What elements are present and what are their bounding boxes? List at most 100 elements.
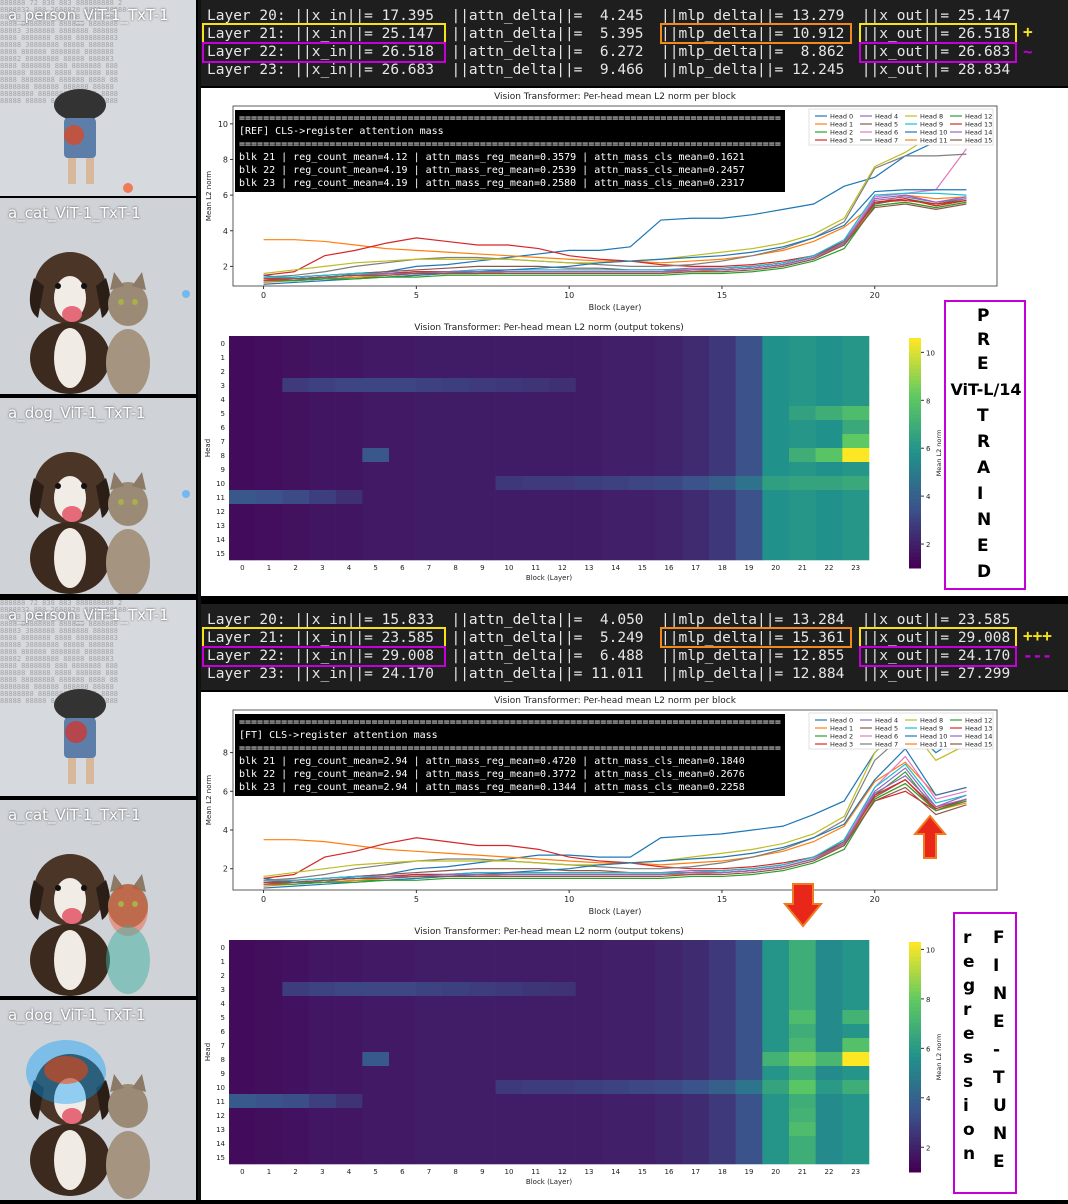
heatmap-cell bbox=[389, 336, 416, 351]
heatmap-cell bbox=[549, 1150, 576, 1165]
label-letter: T bbox=[993, 1068, 1005, 1088]
heatmap-cell bbox=[415, 378, 443, 393]
x-tick-label: 1 bbox=[267, 1168, 271, 1176]
heatmap-cell bbox=[762, 968, 790, 983]
heatmap-cell bbox=[495, 406, 523, 421]
heatmap-cell bbox=[469, 406, 496, 421]
heatmap-cell bbox=[842, 996, 870, 1011]
heatmap-cell bbox=[522, 546, 550, 561]
heatmap-cell bbox=[282, 1080, 310, 1095]
heatmap-cell bbox=[255, 378, 283, 393]
heatmap-cell bbox=[682, 968, 710, 983]
dog-cat-image bbox=[0, 1000, 196, 1200]
colorbar-step bbox=[909, 560, 921, 565]
heatmap-cell bbox=[229, 336, 256, 351]
heatmap-cell bbox=[335, 392, 363, 407]
label-letter: i bbox=[963, 1096, 969, 1116]
heatmap-cell bbox=[709, 1010, 736, 1025]
heatmap-cell bbox=[629, 1094, 656, 1109]
heatmap-cell bbox=[442, 940, 470, 955]
heatmap-cell bbox=[309, 1094, 336, 1109]
heatmap-cell bbox=[309, 954, 336, 969]
heatmap-cell bbox=[629, 1136, 656, 1151]
heatmap-cell bbox=[309, 392, 336, 407]
heatmap-cell bbox=[709, 350, 736, 365]
heatmap-cell bbox=[602, 406, 630, 421]
heatmap-cell bbox=[655, 1080, 683, 1095]
y-tick-label: 6 bbox=[223, 191, 228, 200]
heatmap-cell bbox=[682, 378, 710, 393]
colorbar-step bbox=[909, 495, 921, 500]
heatmap-cell bbox=[789, 1038, 816, 1053]
heatmap-cell bbox=[282, 504, 310, 519]
x-tick-label: 0 bbox=[261, 291, 266, 300]
heatmap-cell bbox=[682, 1066, 710, 1081]
y-tick-label: 8 bbox=[223, 155, 228, 164]
heatmap-cell bbox=[282, 518, 310, 533]
heatmap-cell bbox=[575, 1010, 603, 1025]
y-tick-label: 13 bbox=[216, 1126, 225, 1134]
heatmap-cell bbox=[415, 434, 443, 449]
heatmap-cell bbox=[255, 434, 283, 449]
heatmap-cell bbox=[575, 954, 603, 969]
heatmap-cell bbox=[335, 336, 363, 351]
heatmap-cell bbox=[602, 350, 630, 365]
colorbar-step bbox=[909, 1141, 921, 1146]
heatmap-cell bbox=[762, 350, 790, 365]
heatmap-cell bbox=[335, 504, 363, 519]
ref-sep: ========================================… bbox=[239, 139, 781, 150]
heatmap-cell bbox=[469, 350, 496, 365]
colorbar-step bbox=[909, 968, 921, 974]
heatmap-cell bbox=[602, 490, 630, 505]
heatmap-cell bbox=[709, 968, 736, 983]
heatmap-cell bbox=[735, 336, 763, 351]
colorbar-step bbox=[909, 537, 921, 542]
heatmap-cell bbox=[789, 1052, 816, 1067]
heatmap-cell bbox=[682, 350, 710, 365]
heatmap-cell bbox=[682, 518, 710, 533]
heatmap-cell bbox=[469, 1010, 496, 1025]
y-tick-label: 15 bbox=[216, 1154, 225, 1162]
heatmap-cell bbox=[655, 476, 683, 491]
heatmap-cell bbox=[549, 1080, 576, 1095]
heatmap-cell bbox=[815, 336, 843, 351]
heatmap-cell bbox=[842, 490, 870, 505]
heatmap-cell bbox=[655, 392, 683, 407]
label-letter: o bbox=[963, 1120, 975, 1140]
heatmap-cell bbox=[842, 1108, 870, 1123]
heatmap-cell bbox=[255, 982, 283, 997]
heatmap-cell bbox=[842, 392, 870, 407]
colorbar-step bbox=[909, 395, 921, 400]
heatmap-cell bbox=[549, 490, 576, 505]
terminal-finetuned: Layer 20: ||x_in||= 15.833 ||attn_delta|… bbox=[201, 604, 1068, 690]
heatmap-cell bbox=[309, 434, 336, 449]
heatmap-cell bbox=[229, 1108, 256, 1123]
colorbar-step bbox=[909, 522, 921, 527]
heatmap-cell bbox=[762, 420, 790, 435]
heatmap-cell bbox=[415, 336, 443, 351]
heatmap-cell bbox=[655, 1066, 683, 1081]
heatmap-cell bbox=[335, 448, 363, 463]
label-letter: r bbox=[963, 1000, 972, 1020]
heatmap-cell bbox=[469, 1080, 496, 1095]
term-row: Layer 20: ||x_in||= 15.833 ||attn_delta|… bbox=[207, 612, 1011, 628]
heatmap-cell bbox=[735, 1010, 763, 1025]
heatmap-cell bbox=[629, 996, 656, 1011]
heatmap-cell bbox=[229, 392, 256, 407]
heatmap-cell bbox=[629, 1052, 656, 1067]
y-tick-label: 14 bbox=[216, 1140, 225, 1148]
heatmap-cell bbox=[362, 1024, 390, 1039]
heatmap-cell bbox=[815, 392, 843, 407]
heatmap-cell bbox=[735, 532, 763, 547]
heatmap-cell bbox=[709, 518, 736, 533]
y-tick-label: 6 bbox=[221, 424, 226, 432]
heatmap-cell bbox=[655, 378, 683, 393]
heatmap-cell bbox=[602, 982, 630, 997]
heatmap-cell bbox=[629, 350, 656, 365]
legend-label: Head 2 bbox=[830, 733, 853, 741]
heatmap-cell bbox=[735, 1136, 763, 1151]
heatmap-cell bbox=[389, 476, 416, 491]
highlight-xout22 bbox=[859, 42, 1017, 63]
heatmap-cell bbox=[495, 392, 523, 407]
x-tick-label: 0 bbox=[240, 1168, 244, 1176]
